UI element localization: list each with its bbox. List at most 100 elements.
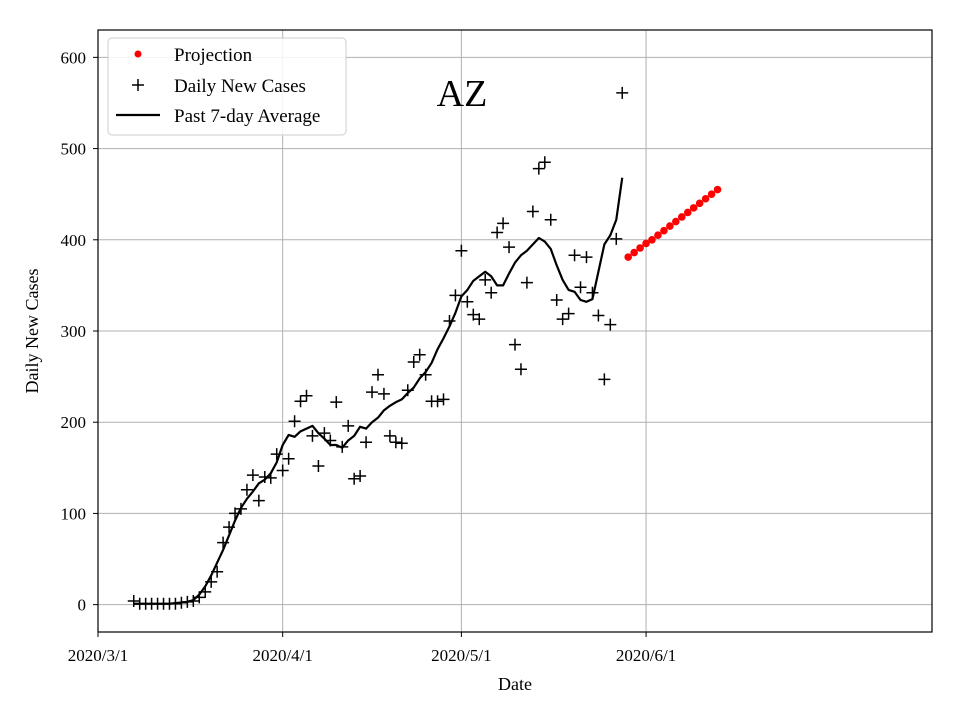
daily-new-cases-point	[514, 363, 527, 376]
daily-new-cases-point	[407, 356, 420, 369]
chart-title: AZ	[437, 73, 488, 115]
legend: Projection Daily New Cases Past 7-day Av…	[107, 37, 347, 136]
legend-daily-marker	[132, 79, 144, 91]
projection-point	[713, 185, 722, 194]
daily-new-cases-point	[568, 249, 581, 262]
projection-point	[695, 199, 704, 208]
daily-new-cases-point	[526, 205, 539, 218]
daily-new-cases-point	[258, 470, 271, 483]
daily-new-cases-point	[497, 217, 510, 230]
daily-new-cases-point	[449, 289, 462, 302]
daily-new-cases-point	[419, 368, 432, 381]
projection-point	[672, 217, 680, 226]
daily-new-cases-point	[383, 429, 396, 442]
daily-new-cases-point	[586, 286, 599, 299]
projection-point	[648, 235, 656, 244]
daily-new-cases-point	[360, 436, 373, 449]
daily-new-cases-point	[240, 483, 253, 496]
daily-new-cases-point	[544, 213, 557, 226]
daily-new-cases-point	[181, 595, 194, 608]
projection-point	[654, 231, 662, 240]
daily-new-cases-point	[604, 318, 617, 331]
daily-new-cases-point	[616, 86, 629, 99]
legend-projection-marker	[134, 50, 142, 58]
daily-new-cases-point	[455, 244, 468, 257]
daily-new-cases-point	[389, 436, 402, 449]
projection-point	[624, 253, 632, 261]
daily-new-cases-point	[276, 464, 289, 477]
plot-series	[127, 86, 722, 610]
y-tick-label: 500	[61, 140, 87, 159]
daily-new-cases-point	[205, 575, 218, 588]
daily-new-cases-point	[223, 521, 236, 534]
daily-new-cases-point	[509, 338, 521, 351]
daily-new-cases-point	[336, 440, 349, 453]
daily-new-cases-point	[252, 494, 265, 507]
daily-new-cases-point	[300, 389, 313, 402]
daily-new-cases-point	[175, 596, 188, 609]
y-axis-label: Daily New Cases	[22, 269, 42, 394]
daily-new-cases-point	[342, 419, 355, 432]
daily-new-cases-point	[556, 313, 569, 326]
daily-new-cases-point	[437, 393, 450, 406]
daily-new-cases-point	[503, 241, 516, 254]
legend-projection-label: Projection	[174, 45, 253, 66]
daily-new-cases-point	[538, 156, 551, 169]
series-line-7day-average	[133, 177, 624, 605]
x-tick-label: 2020/6/1	[616, 646, 676, 665]
daily-new-cases-point	[479, 273, 492, 286]
daily-new-cases-point	[520, 276, 533, 289]
axis-ticks: 2020/3/1 2020/4/1 2020/5/1 2020/6/1 0 100 200 3…	[61, 48, 677, 665]
x-tick-label: 2020/3/1	[68, 646, 128, 665]
daily-new-cases-point	[371, 368, 384, 381]
y-tick-label: 0	[78, 596, 87, 615]
grid	[97, 30, 932, 632]
projection-point	[630, 248, 638, 257]
projection-point	[636, 244, 644, 252]
daily-new-cases-point	[461, 295, 474, 308]
x-axis-label: Date	[498, 674, 532, 694]
daily-new-cases-point	[318, 427, 331, 440]
daily-new-cases-point	[413, 348, 426, 361]
daily-new-cases-point	[234, 502, 247, 515]
y-tick-label: 600	[61, 48, 87, 67]
daily-new-cases-point	[193, 591, 206, 604]
daily-new-cases-point	[288, 415, 301, 428]
daily-new-cases-point	[580, 251, 593, 264]
daily-new-cases-point	[348, 472, 361, 485]
projection-point	[678, 213, 686, 221]
daily-new-cases-point	[354, 470, 367, 483]
daily-new-cases-point	[532, 162, 545, 175]
y-tick-label: 300	[61, 322, 87, 341]
daily-new-cases-point	[366, 386, 379, 399]
daily-new-cases-point	[431, 395, 444, 408]
daily-new-cases-point	[270, 448, 283, 461]
projection-point	[701, 194, 710, 203]
daily-new-cases-point	[550, 293, 563, 306]
daily-new-cases-point	[598, 373, 611, 386]
daily-new-cases-point	[330, 396, 343, 409]
daily-new-cases-point	[473, 313, 486, 326]
x-tick-label: 2020/4/1	[252, 646, 312, 665]
daily-new-cases-point	[312, 459, 325, 472]
x-tick-label: 2020/5/1	[431, 646, 491, 665]
legend-average-label: Past 7-day Average	[174, 106, 320, 127]
daily-new-cases-point	[491, 226, 504, 239]
y-tick-label: 200	[61, 413, 87, 432]
projection-point	[660, 226, 668, 235]
daily-new-cases-point	[306, 429, 319, 442]
daily-new-cases-point	[377, 387, 390, 400]
daily-new-cases-point	[169, 597, 182, 610]
daily-new-cases-point	[395, 437, 408, 450]
daily-new-cases-point	[443, 314, 456, 327]
daily-new-cases-point	[217, 536, 230, 549]
daily-new-cases-point	[294, 395, 307, 408]
daily-new-cases-point	[199, 585, 212, 598]
daily-new-cases-point	[211, 565, 224, 578]
daily-new-cases-point	[282, 452, 295, 465]
daily-new-cases-point	[127, 594, 140, 607]
daily-new-cases-point	[485, 286, 498, 299]
projection-point	[666, 222, 674, 230]
projection-point	[707, 190, 716, 198]
